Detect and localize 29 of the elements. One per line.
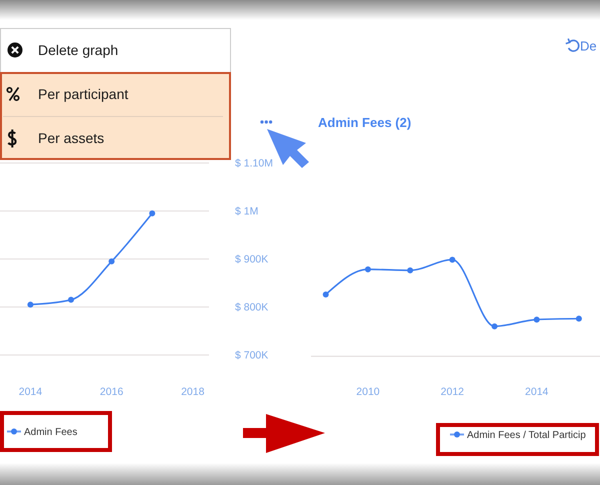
- text: Delete graph: [38, 41, 118, 59]
- legend-label: Admin Fees / Total Particip: [467, 430, 586, 441]
- point: [27, 302, 34, 308]
- x-tick-label: 2010: [356, 386, 380, 398]
- x-tick-label: 2014: [18, 386, 42, 398]
- point: [364, 266, 371, 272]
- point: [149, 210, 156, 216]
- y-tick-label: $ 1M: [235, 206, 258, 218]
- point: [492, 323, 498, 330]
- text: Per assets: [38, 129, 104, 147]
- chart-title: Admin Fees (2): [318, 115, 412, 130]
- x-tick-label: 2018: [181, 386, 205, 398]
- text: De: [580, 38, 597, 54]
- y-tick-label: $ 1.10M: [235, 158, 273, 170]
- x-tick-label: 2016: [100, 386, 124, 398]
- point: [407, 267, 414, 274]
- point: [534, 316, 540, 323]
- point: [108, 258, 115, 264]
- legend-label: Admin Fees: [24, 427, 78, 438]
- point: [576, 316, 582, 322]
- y-tick-label: $ 700K: [235, 350, 268, 362]
- point: [449, 256, 456, 263]
- y-tick-label: $ 900K: [235, 254, 268, 266]
- x-tick-label: 2012: [440, 386, 464, 398]
- y-tick-label: $ 800K: [235, 302, 268, 314]
- x-tick-label: 2014: [525, 386, 549, 398]
- text: Per participant: [38, 85, 128, 103]
- point: [322, 291, 329, 298]
- point: [68, 296, 74, 303]
